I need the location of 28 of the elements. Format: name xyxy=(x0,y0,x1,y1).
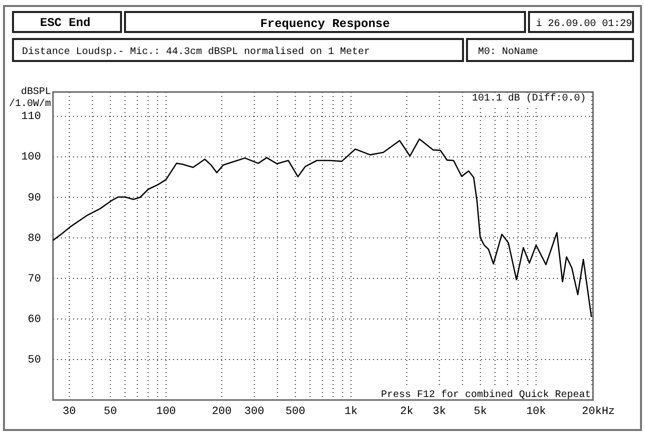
x-tick-label: 300 xyxy=(244,406,264,418)
y-tick-label: 110 xyxy=(21,111,41,124)
y-tick-label: 60 xyxy=(28,314,41,326)
annotation: 101.1 dB (Diff:0.0) xyxy=(472,92,586,105)
y-tick-label: 50 xyxy=(28,354,41,366)
y-tick-label: 80 xyxy=(28,232,41,245)
text: M0: NoName xyxy=(478,47,538,58)
annotation: Press F12 for combined Quick Repeat xyxy=(380,389,591,401)
x-tick-label: 1k xyxy=(344,406,358,418)
y-axis-title: dBSPL /1.0W/m xyxy=(8,86,51,110)
x-tick-label: 50 xyxy=(104,406,117,418)
x-tick-label: 3k xyxy=(432,406,446,418)
x-tick-label: 30 xyxy=(62,406,76,418)
x-tick-label: 100 xyxy=(156,406,176,418)
y-tick-label: 100 xyxy=(21,152,41,164)
x-tick-label: 10k xyxy=(526,406,546,418)
y-tick-label: 70 xyxy=(28,273,41,286)
text: ESC End xyxy=(40,16,90,30)
x-tick-label: 500 xyxy=(285,406,306,418)
x-tick-label: 200 xyxy=(212,406,232,418)
x-tick-label: 5k xyxy=(474,406,488,418)
x-axis-title: Hz xyxy=(602,406,615,418)
x-tick-label: 2k xyxy=(400,406,414,418)
y-tick-label: 90 xyxy=(28,192,41,204)
chart-title: Frequency Response xyxy=(260,17,390,31)
x-tick-label: 20k xyxy=(582,406,602,418)
text: i 26.09.00 01:29 xyxy=(536,18,632,30)
text: Distance Loudsp.- Mic.: 44.3cm dBSPL normalised on 1 Meter xyxy=(22,46,370,58)
